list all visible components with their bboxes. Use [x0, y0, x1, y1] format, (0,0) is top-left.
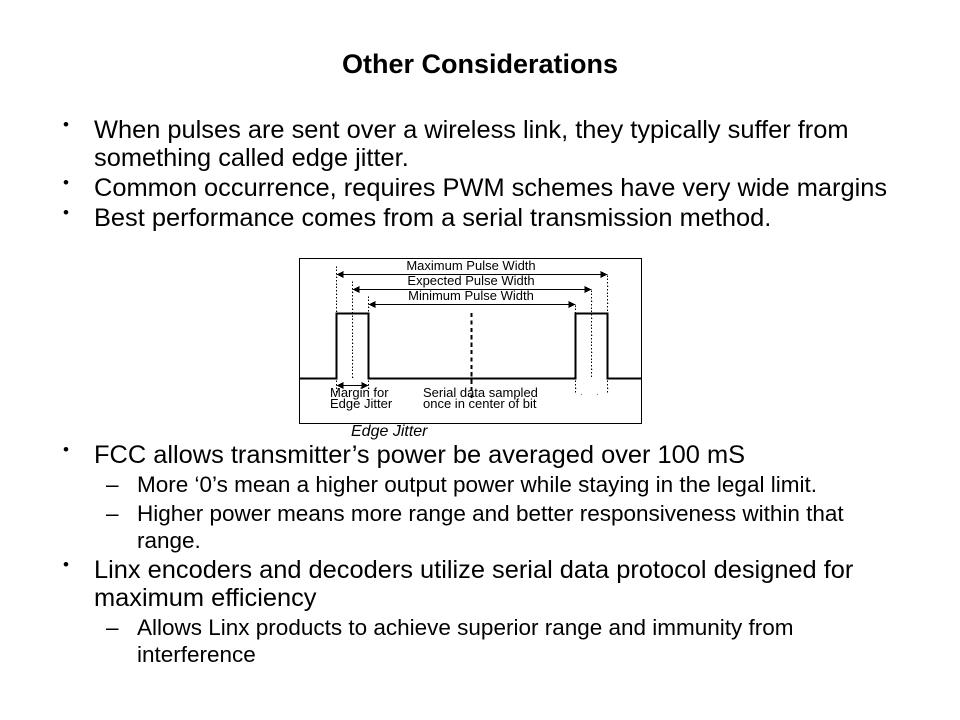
svg-text:once in center of bit: once in center of bit — [423, 396, 537, 411]
svg-text:Edge Jitter: Edge Jitter — [330, 396, 393, 411]
svg-text:Minimum Pulse Width: Minimum Pulse Width — [408, 288, 534, 303]
svg-text:Expected Pulse Width: Expected Pulse Width — [407, 273, 534, 288]
svg-text:Maximum Pulse Width: Maximum Pulse Width — [406, 258, 535, 273]
